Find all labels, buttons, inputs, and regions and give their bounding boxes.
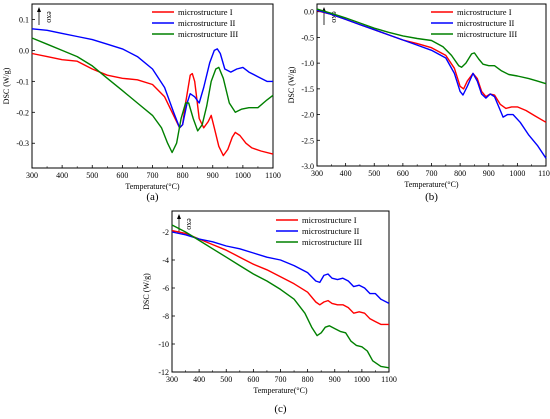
x-tick-label: 500 [86, 171, 98, 180]
y-axis-title: DSC (W/g) [2, 67, 11, 104]
x-tick-label: 1100 [265, 171, 281, 180]
x-tick-label: 300 [166, 375, 178, 384]
y-tick-label: 0.0 [304, 8, 314, 17]
chart-panel-2: 300 400 500 600 700 800 900 1000 1100 -12 -10 -8 -6 -… [142, 210, 397, 415]
x-tick-label: 1100 [381, 375, 397, 384]
panel-label: (b) [425, 191, 438, 203]
y-tick-label: -10 [158, 340, 169, 349]
x-tick-label: 900 [329, 375, 341, 384]
x-tick-label: 900 [207, 171, 219, 180]
x-tick-label: 900 [483, 169, 495, 178]
x-tick-label: 1000 [509, 169, 525, 178]
series-line-3 [31, 37, 274, 154]
y-tick-label: -1.5 [301, 85, 314, 94]
legend-label-3: microstructure III [457, 29, 517, 39]
y-tick-label: -12 [158, 368, 169, 377]
exo-arrow-icon [177, 214, 181, 219]
y-tick-label: -2.5 [301, 136, 314, 145]
exo-label: exo [45, 11, 54, 23]
legend-label-2: microstructure II [457, 18, 515, 28]
y-tick-label: 0.0 [19, 46, 29, 55]
x-tick-label: 500 [368, 169, 380, 178]
y-tick-label: -4 [162, 256, 169, 265]
x-axis-title: Temperature(°C) [253, 386, 308, 395]
exo-label: exo [185, 218, 194, 230]
y-tick-label: 0.1 [19, 15, 29, 24]
y-axis-title: DSC (W/g) [287, 66, 296, 103]
x-tick-label: 400 [340, 169, 352, 178]
legend-label-3: microstructure III [302, 237, 362, 247]
exo-label: exo [330, 11, 339, 23]
y-tick-label: -2.0 [301, 111, 314, 120]
legend-label-1: microstructure I [457, 7, 512, 17]
chart-panel-1: 300 400 500 600 700 800 900 1000 1100 -3.0 -2.5 -2.… [287, 3, 550, 203]
y-tick-label: -6 [162, 284, 169, 293]
x-tick-label: 600 [247, 375, 259, 384]
x-tick-label: 300 [26, 171, 38, 180]
x-tick-label: 700 [147, 171, 159, 180]
legend-label-3: microstructure III [178, 29, 238, 39]
y-tick-label: -0.2 [16, 108, 29, 117]
y-axis-title: DSC (W/g) [142, 273, 151, 310]
series-line-3 [171, 224, 390, 369]
exo-arrow-icon [37, 7, 41, 12]
panel-label: (a) [146, 191, 159, 203]
x-tick-label: 400 [193, 375, 205, 384]
panel-label: (c) [274, 403, 287, 415]
legend-label-1: microstructure I [178, 7, 233, 17]
x-tick-label: 700 [275, 375, 287, 384]
y-tick-label: -2 [162, 228, 169, 237]
legend-label-2: microstructure II [302, 226, 360, 236]
x-tick-label: 1000 [354, 375, 370, 384]
y-tick-label: -0.5 [301, 33, 314, 42]
x-tick-label: 600 [116, 171, 128, 180]
series-line-2 [171, 231, 390, 305]
legend-label-1: microstructure I [302, 215, 357, 225]
x-axis-title: Temperature(°C) [404, 180, 459, 189]
series-line-1 [31, 52, 274, 157]
x-tick-label: 700 [426, 169, 438, 178]
series-line-3 [316, 8, 547, 85]
legend-label-2: microstructure II [178, 18, 236, 28]
y-tick-label: -0.3 [16, 139, 29, 148]
y-tick-label: -3.0 [301, 162, 314, 171]
x-tick-label: 800 [302, 375, 314, 384]
series-line-2 [316, 9, 547, 159]
series-line-2 [31, 28, 273, 129]
y-tick-label: -1.0 [301, 59, 314, 68]
chart-panel-0: 300 400 500 600 700 800 900 1000 1100 -0.3 -0.2 -0.… [2, 3, 281, 203]
x-tick-label: 400 [56, 171, 68, 180]
x-tick-label: 1000 [235, 171, 251, 180]
series-line-1 [171, 229, 389, 326]
y-tick-label: -8 [162, 312, 169, 321]
y-tick-label: -0.1 [16, 77, 29, 86]
x-tick-label: 500 [220, 375, 232, 384]
x-tick-label: 600 [397, 169, 409, 178]
x-axis-title: Temperature(°C) [125, 182, 180, 191]
x-tick-label: 800 [177, 171, 189, 180]
x-tick-label: 800 [454, 169, 466, 178]
x-tick-label: 1100 [538, 169, 550, 178]
x-tick-label: 300 [311, 169, 323, 178]
